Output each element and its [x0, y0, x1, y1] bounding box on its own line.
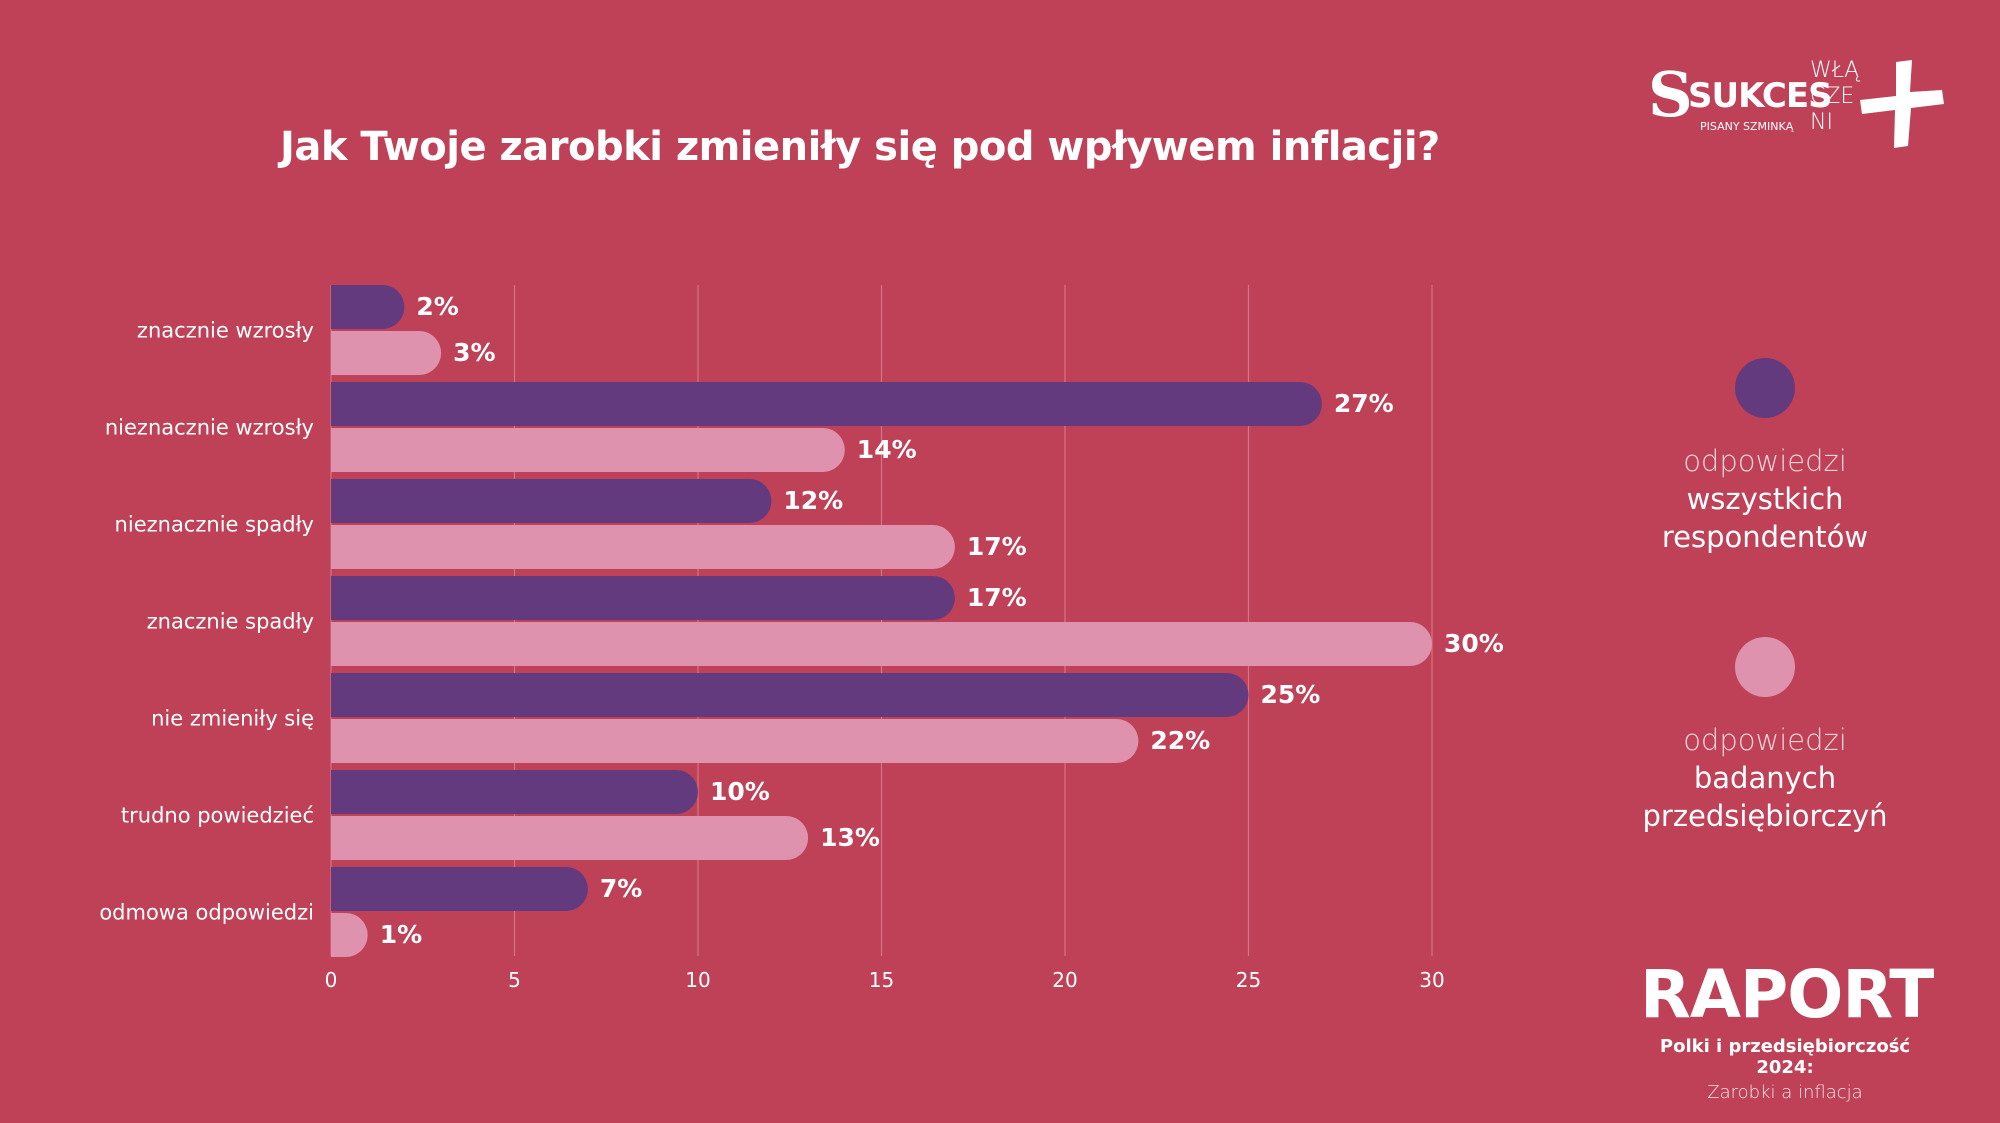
- legend-label-line2: wszystkich: [1686, 482, 1844, 516]
- data-label: 17%: [967, 532, 1027, 561]
- data-label: 30%: [1444, 629, 1504, 658]
- data-label: 27%: [1334, 389, 1394, 418]
- data-label: 1%: [380, 920, 422, 949]
- legend-item-entrepreneurs: odpowiedzi badanych przedsiębiorczyń: [1615, 637, 1915, 835]
- sukces-logo-mark: S: [1648, 58, 1693, 131]
- bar: [331, 382, 1322, 426]
- chart-labels: 0 5 10 15 20 25 30 znacznie wzrosły 2% 3% nieznacz…: [99, 292, 1504, 992]
- data-label: 3%: [453, 338, 495, 367]
- bar: [331, 622, 1432, 666]
- data-label: 17%: [967, 583, 1027, 612]
- category-label: nie zmieniły się: [151, 707, 314, 731]
- bar: [331, 331, 442, 375]
- bar: [331, 770, 698, 814]
- data-label: 13%: [820, 823, 880, 852]
- category-label: odmowa odpowiedzi: [99, 901, 314, 925]
- wlaczeni-logo-text: WŁĄ CZE NI: [1810, 58, 1860, 135]
- data-label: 10%: [710, 777, 770, 806]
- report-subtitle-2: Zarobki a inflacja: [1707, 1082, 1863, 1103]
- category-label: nieznacznie spadły: [115, 513, 314, 537]
- plus-brush-icon: [1860, 60, 1944, 148]
- data-label: 7%: [600, 874, 642, 903]
- chart-title: Jak Twoje zarobki zmieniły się pod wpływ…: [280, 124, 1440, 170]
- legend-swatch-entrepreneurs: [1735, 637, 1795, 697]
- x-tick-label: 5: [508, 968, 521, 992]
- bar: [331, 285, 405, 329]
- category-label: trudno powiedzieć: [121, 804, 314, 828]
- x-tick-label: 0: [325, 968, 338, 992]
- legend-swatch-respondents: [1735, 358, 1795, 418]
- data-label: 12%: [783, 486, 843, 515]
- sukces-logo-subtitle: PISANY SZMINKĄ: [1700, 120, 1794, 133]
- x-tick-label: 15: [869, 968, 894, 992]
- report-subtitle: Polki i przedsiębiorczość 2024:: [1659, 1036, 1911, 1078]
- bar: [331, 913, 368, 957]
- bar: [331, 428, 845, 472]
- category-label: nieznacznie wzrosły: [105, 416, 314, 440]
- wlaczeni-logo: WŁĄ CZE NI: [1810, 58, 1950, 158]
- legend-label-line2: badanych: [1693, 761, 1837, 795]
- x-tick-label: 30: [1419, 968, 1444, 992]
- category-label: znacznie spadły: [147, 610, 314, 634]
- x-tick-label: 20: [1052, 968, 1077, 992]
- bar: [331, 719, 1139, 763]
- data-label: 2%: [416, 292, 458, 321]
- legend-label-line1: odpowiedzi: [1683, 723, 1847, 757]
- bar: [331, 576, 955, 620]
- report-badge: RAPORT Polki i przedsiębiorczość 2024: Z…: [1640, 956, 1934, 1104]
- bar: [331, 479, 772, 523]
- legend-label-line3: przedsiębiorczyń: [1642, 799, 1888, 833]
- bar: [331, 816, 809, 860]
- bar: [331, 673, 1249, 717]
- category-label: znacznie wzrosły: [137, 319, 314, 343]
- data-label: 22%: [1150, 726, 1210, 755]
- data-label: 14%: [857, 435, 917, 464]
- report-title: RAPORT: [1640, 956, 1934, 1033]
- partner-logos: S SUKCES PISANY SZMINKĄ WŁĄ CZE NI: [1648, 58, 1948, 158]
- bar: [331, 867, 588, 911]
- bar: [331, 525, 955, 569]
- sukces-logo-word: SUKCES: [1688, 76, 1833, 116]
- legend-label-line3: respondentów: [1661, 520, 1869, 554]
- legend-label-line1: odpowiedzi: [1683, 444, 1847, 478]
- bars: [331, 285, 1432, 957]
- legend-item-respondents: odpowiedzi wszystkich respondentów: [1615, 358, 1915, 556]
- x-tick-label: 25: [1236, 968, 1261, 992]
- x-tick-label: 10: [685, 968, 710, 992]
- data-label: 25%: [1261, 680, 1321, 709]
